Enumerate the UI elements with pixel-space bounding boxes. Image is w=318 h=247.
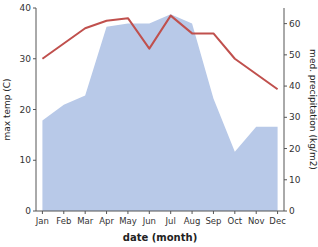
y-tick-label: 20 xyxy=(20,105,32,115)
y2-tick-label: 30 xyxy=(289,112,301,122)
y2-tick xyxy=(284,23,287,24)
x-tick-label: Aug xyxy=(184,216,201,226)
y-tick-label: 40 xyxy=(20,3,32,13)
x-tick-label: Feb xyxy=(56,216,71,226)
x-tick-label: Jul xyxy=(165,216,176,226)
y2-tick xyxy=(284,179,287,180)
y2-tick xyxy=(284,117,287,118)
y2-tick-label: 10 xyxy=(289,175,301,185)
x-axis-label: date (month) xyxy=(123,232,197,243)
x-tick xyxy=(106,211,107,214)
y2-tick xyxy=(284,86,287,87)
plot-area xyxy=(42,14,277,211)
y-tick-label: 0 xyxy=(25,206,31,216)
x-tick xyxy=(277,211,278,214)
x-tick-label: Jun xyxy=(142,216,156,226)
x-tick-label: Mar xyxy=(77,216,94,226)
x-tick-label: May xyxy=(119,216,137,226)
x-tick xyxy=(192,211,193,214)
x-tick xyxy=(234,211,235,214)
y2-tick xyxy=(284,148,287,149)
y-tick xyxy=(33,211,36,212)
x-tick xyxy=(42,211,43,214)
y-tick-label: 10 xyxy=(20,155,32,165)
y-tick-label: 30 xyxy=(20,54,32,64)
y2-axis-label: med. precipitation (kg/m2) xyxy=(308,49,318,170)
temperature-line xyxy=(42,16,277,90)
chart: JanFebMarAprMayJunJulAugSepOctNovDec0102… xyxy=(0,0,318,247)
x-tick xyxy=(85,211,86,214)
x-tick-label: Oct xyxy=(227,216,242,226)
y2-axis-line xyxy=(284,8,285,211)
y-tick xyxy=(33,8,36,9)
y-tick xyxy=(33,109,36,110)
y-tick xyxy=(33,160,36,161)
x-tick-label: Jan xyxy=(35,216,49,226)
x-tick xyxy=(213,211,214,214)
y2-tick-label: 50 xyxy=(289,50,301,60)
x-tick xyxy=(256,211,257,214)
x-tick xyxy=(149,211,150,214)
x-tick-label: Sep xyxy=(205,216,221,226)
y2-tick xyxy=(284,54,287,55)
y2-tick-label: 40 xyxy=(289,81,301,91)
y2-tick-label: 60 xyxy=(289,19,301,29)
y2-tick xyxy=(284,211,287,212)
x-tick-label: Nov xyxy=(248,216,265,226)
axes: JanFebMarAprMayJunJulAugSepOctNovDec0102… xyxy=(20,3,301,226)
y-tick xyxy=(33,58,36,59)
precipitation-area xyxy=(42,14,277,211)
x-tick-label: Dec xyxy=(269,216,286,226)
x-tick xyxy=(63,211,64,214)
y2-tick-label: 0 xyxy=(289,206,295,216)
y-axis-label: max temp (C) xyxy=(2,78,12,140)
x-axis-line xyxy=(36,211,284,212)
x-tick xyxy=(127,211,128,214)
y2-tick-label: 20 xyxy=(289,144,301,154)
x-tick-label: Apr xyxy=(99,216,114,226)
x-tick xyxy=(170,211,171,214)
